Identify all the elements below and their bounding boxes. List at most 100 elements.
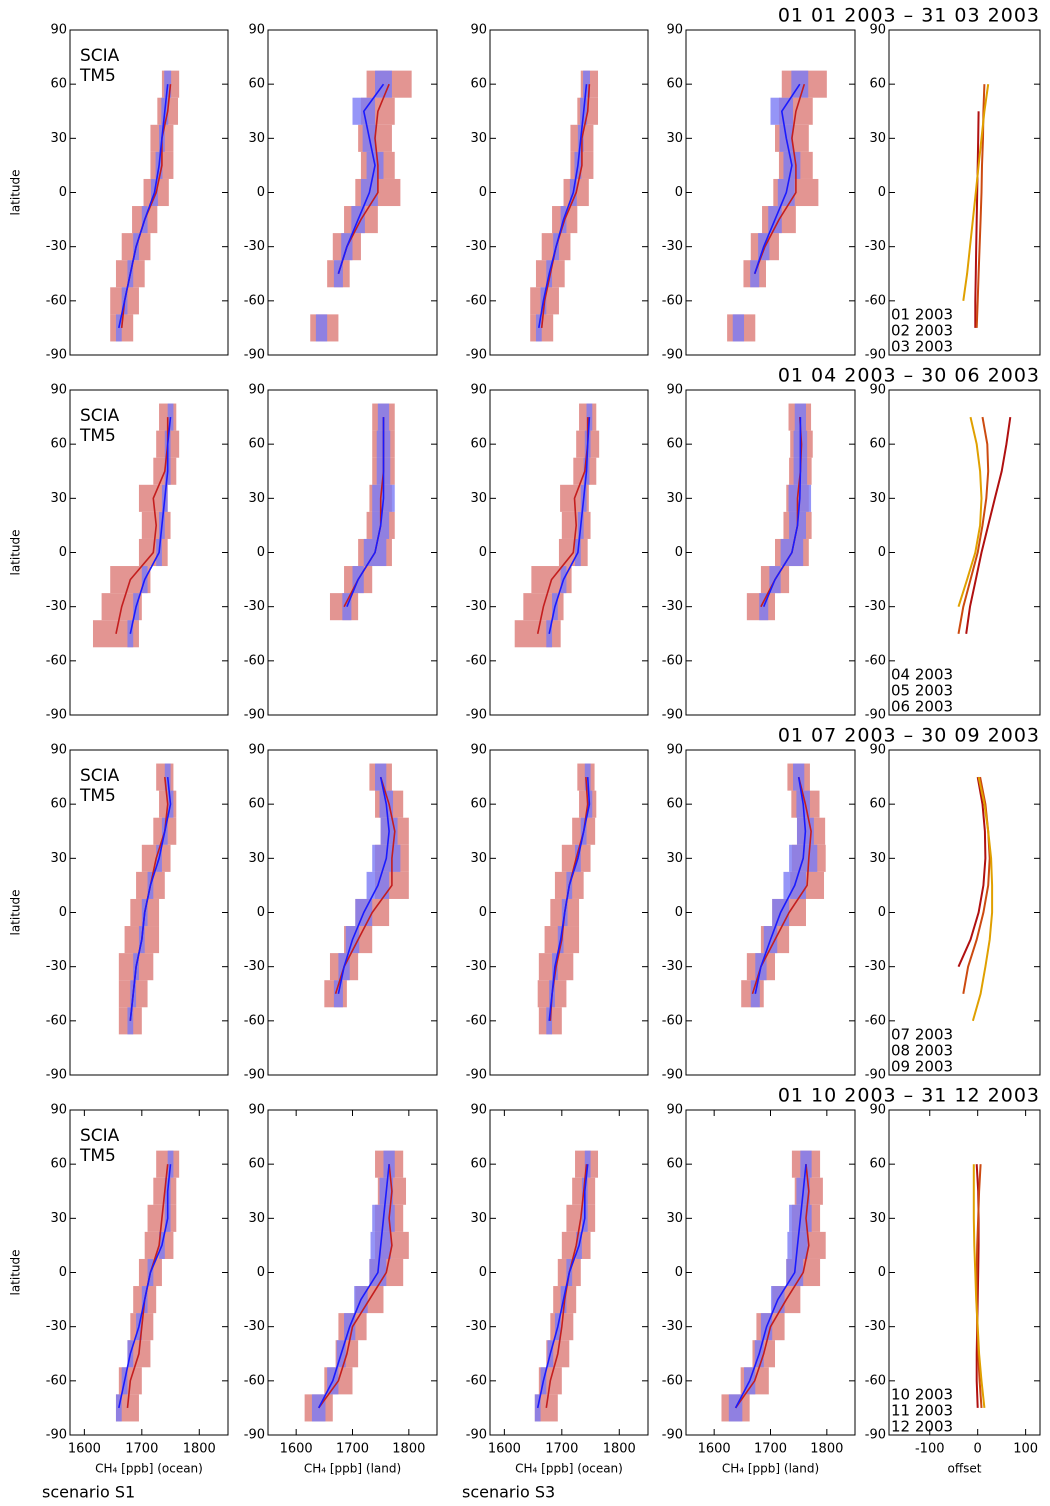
y-tick-label: 0 <box>479 905 487 920</box>
x-tick-label: 1700 <box>336 1442 369 1457</box>
y-tick-label: 0 <box>257 1265 265 1280</box>
y-tick-label: 60 <box>869 437 886 452</box>
y-tick-label: 30 <box>50 131 67 146</box>
series-line <box>974 111 980 328</box>
y-tick-label: 90 <box>470 383 487 398</box>
error-band <box>586 403 593 431</box>
y-tick-label: 60 <box>50 1157 67 1172</box>
plot-frame <box>685 1109 856 1436</box>
y-tick-label: -60 <box>865 293 886 308</box>
y-tick-label: 0 <box>257 185 265 200</box>
x-tick-label: 1700 <box>545 1442 578 1457</box>
y-tick-label: -30 <box>244 239 265 254</box>
x-tick-label: 100 <box>1013 1442 1038 1457</box>
y-tick-label: 0 <box>675 1265 683 1280</box>
y-tick-label: 30 <box>470 491 487 506</box>
error-band <box>732 314 745 342</box>
legend-entry: TM5 <box>79 1146 116 1166</box>
error-band <box>115 1394 122 1422</box>
error-band <box>383 1150 395 1178</box>
plot-frame <box>267 389 438 716</box>
y-axis-label: latitude <box>9 889 23 935</box>
y-tick-label: 60 <box>248 437 265 452</box>
series-line <box>337 83 385 275</box>
y-tick-label: 90 <box>248 23 265 38</box>
y-tick-label: 60 <box>869 77 886 92</box>
legend-entry: 12 2003 <box>891 1418 953 1436</box>
error-band <box>164 763 171 791</box>
y-tick-label: -30 <box>46 239 67 254</box>
y-tick-label: -60 <box>865 1013 886 1028</box>
x-tick-label: 1800 <box>183 1442 216 1457</box>
legend-entry: SCIA <box>80 1126 120 1146</box>
y-tick-label: 30 <box>470 131 487 146</box>
y-tick-label: 0 <box>59 545 67 560</box>
y-tick-label: -90 <box>46 1428 67 1443</box>
y-tick-label: -60 <box>244 1373 265 1388</box>
y-axis-label: latitude <box>9 1249 23 1295</box>
plot-frame <box>685 29 856 356</box>
y-tick-label: -60 <box>466 1373 487 1388</box>
series-line <box>957 776 987 968</box>
x-tick-label: 1800 <box>810 1442 843 1457</box>
x-tick-label: 1600 <box>280 1442 313 1457</box>
x-tick-label: 1600 <box>68 1442 101 1457</box>
x-axis-label: CH₄ [ppb] (ocean) <box>95 1462 203 1476</box>
y-tick-label: -60 <box>466 293 487 308</box>
y-tick-label: 60 <box>470 77 487 92</box>
y-tick-label: -90 <box>466 1068 487 1083</box>
x-tick-label: 1700 <box>754 1442 787 1457</box>
legend-entry: 04 2003 <box>891 666 953 684</box>
y-tick-label: 0 <box>257 905 265 920</box>
plot-frame <box>267 749 438 1076</box>
series-line <box>754 776 807 994</box>
x-axis-label: CH₄ [ppb] (ocean) <box>515 1462 623 1476</box>
y-tick-label: 60 <box>869 797 886 812</box>
series-line <box>957 416 983 608</box>
y-tick-label: 30 <box>869 131 886 146</box>
series-line <box>971 776 994 1022</box>
y-tick-label: 60 <box>666 797 683 812</box>
legend-entry: 06 2003 <box>891 698 953 716</box>
y-tick-label: 30 <box>248 851 265 866</box>
series-line <box>118 84 169 329</box>
legend-entry: 08 2003 <box>891 1042 953 1060</box>
y-tick-label: -60 <box>865 1373 886 1388</box>
series-line <box>762 417 802 608</box>
y-tick-label: -60 <box>244 653 265 668</box>
error-band <box>315 314 328 342</box>
error-band <box>164 70 172 98</box>
y-tick-label: 90 <box>470 23 487 38</box>
period-title: 01 01 2003 – 31 03 2003 <box>778 5 1040 27</box>
error-band <box>535 314 542 342</box>
y-tick-label: 90 <box>869 1103 886 1118</box>
y-tick-label: 0 <box>878 905 886 920</box>
y-tick-label: -90 <box>662 1068 683 1083</box>
x-tick-label: 1600 <box>698 1442 731 1457</box>
legend-entry: 02 2003 <box>891 322 953 340</box>
y-axis-label: latitude <box>9 169 23 215</box>
y-tick-label: -30 <box>466 959 487 974</box>
error-band <box>375 763 387 791</box>
series-line <box>129 777 172 1021</box>
y-tick-label: -90 <box>244 708 265 723</box>
y-tick-label: 90 <box>248 743 265 758</box>
y-tick-label: 0 <box>59 185 67 200</box>
x-tick-label: 1800 <box>392 1442 425 1457</box>
series-line <box>957 416 990 634</box>
y-tick-label: -30 <box>662 239 683 254</box>
y-tick-label: 0 <box>878 185 886 200</box>
y-tick-label: 90 <box>869 383 886 398</box>
series-line <box>972 1164 986 1409</box>
y-tick-label: 30 <box>869 1211 886 1226</box>
y-tick-label: -30 <box>46 599 67 614</box>
y-tick-label: -30 <box>46 959 67 974</box>
y-tick-label: -60 <box>662 1373 683 1388</box>
series-line <box>337 776 390 994</box>
y-tick-label: 90 <box>470 1103 487 1118</box>
y-tick-label: 60 <box>50 77 67 92</box>
y-tick-label: 90 <box>666 743 683 758</box>
series-line <box>317 1164 390 1409</box>
y-tick-label: -60 <box>244 293 265 308</box>
y-tick-label: -90 <box>865 1428 886 1443</box>
